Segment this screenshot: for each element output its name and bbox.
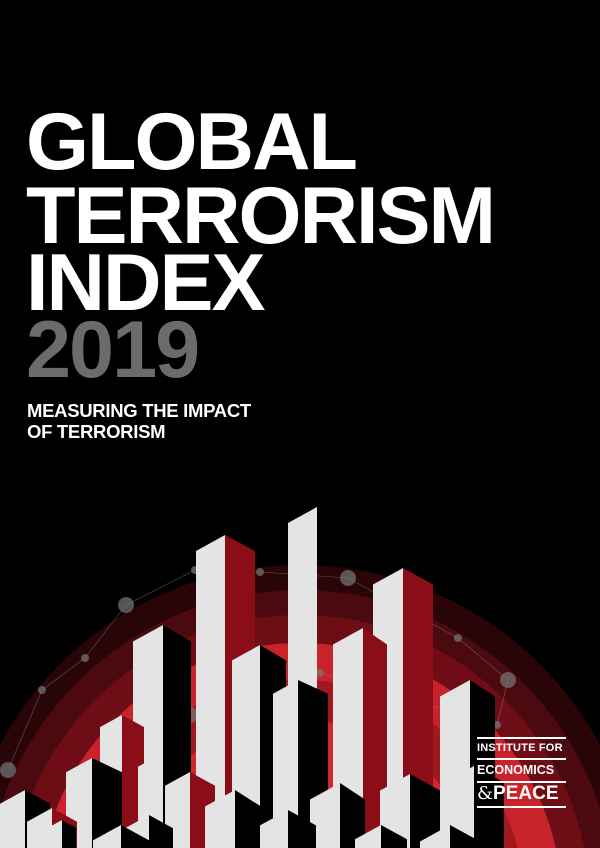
building-face-light [27,808,52,848]
building-face-shade [92,758,122,848]
title-line-1: GLOBAL [26,97,358,187]
building-face-shade [410,774,440,848]
network-node [454,634,462,642]
building-face-shade [288,810,316,848]
network-node [316,669,324,677]
subtitle-line-1: MEASURING THE IMPACT [27,400,251,421]
building-face-light [93,825,121,848]
network-line [84,604,127,659]
title-year: 2019 [26,305,200,395]
network-node [118,597,134,613]
logo-line-1: INSTITUTE FOR [477,742,563,754]
network-node [81,654,89,662]
building-face-light [355,825,381,848]
logo-rule [477,781,566,783]
building-face-light [48,820,62,848]
building-face-shade [121,825,149,848]
building-face-shade [235,790,261,848]
building-face-light [273,680,298,848]
skyline-buildings [0,507,504,848]
building-face-light [260,810,288,848]
network-node [38,686,46,694]
building-face-light [310,783,340,848]
logo-rule [477,758,566,760]
building-face-shade [450,825,480,848]
logo-line-3: &PEACE [477,783,566,806]
building-face-shade [149,815,173,848]
iep-logo: INSTITUTE FOR ECONOMICS &PEACE [477,737,566,808]
logo-rule [477,737,566,739]
network-line [41,657,86,691]
subtitle: MEASURING THE IMPACT OF TERRORISM [27,400,251,442]
building-face-shade [381,825,407,848]
logo-line-2: ECONOMICS [477,763,555,777]
network-line [7,689,43,771]
network-node [0,762,16,778]
logo-peace: PEACE [493,783,559,804]
building-face-shade [62,820,76,848]
logo-rule [477,806,566,808]
building-face-light [196,535,225,848]
network-line [457,637,509,681]
subtitle-line-2: OF TERRORISM [27,421,166,442]
network-node [500,672,516,688]
building-face-light [205,790,235,848]
network-line [125,569,196,606]
network-node [256,568,264,576]
title-line-3: INDEX [26,238,266,328]
building-face-shade [340,783,365,848]
network-node [340,570,356,586]
title-line-2: TERRORISM [26,171,496,261]
logo-ampersand: & [477,783,494,804]
building-face-light [0,790,25,848]
building-face-light [420,825,450,848]
